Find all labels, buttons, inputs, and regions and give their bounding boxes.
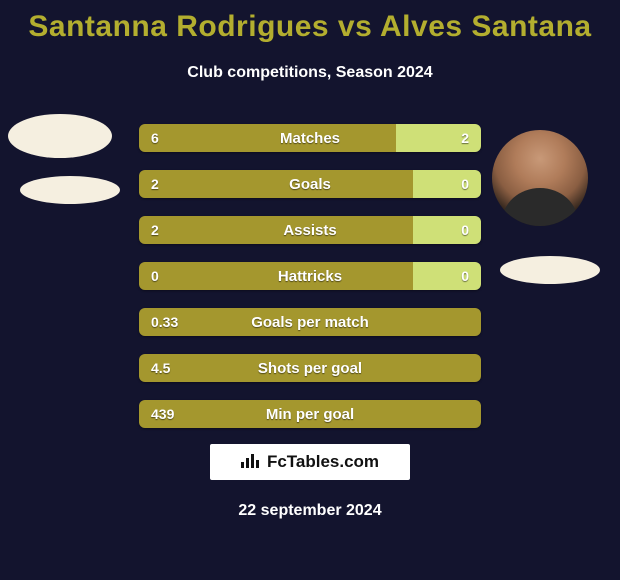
page-title: Santanna Rodrigues vs Alves Santana bbox=[0, 0, 620, 44]
stat-value-left: 4.5 bbox=[151, 354, 170, 382]
stat-row: Min per goal439 bbox=[139, 400, 481, 428]
player-right-team-ellipse bbox=[500, 256, 600, 284]
stat-value-right: 0 bbox=[461, 262, 469, 290]
stat-value-left: 439 bbox=[151, 400, 174, 428]
brand-text: FcTables.com bbox=[267, 452, 379, 472]
bar-chart-icon bbox=[241, 452, 261, 473]
stat-label: Min per goal bbox=[139, 400, 481, 428]
comparison-chart: Matches62Goals20Assists20Hattricks00Goal… bbox=[139, 124, 481, 446]
stat-row: Goals2 0 bbox=[139, 170, 481, 198]
stat-row: Matches6 2 bbox=[139, 124, 481, 152]
stat-value-left: 0 bbox=[151, 262, 159, 290]
stat-row: Hattricks0 0 bbox=[139, 262, 481, 290]
stat-value-left: 2 bbox=[151, 170, 159, 198]
stat-label: Matches bbox=[139, 124, 481, 152]
stat-label: Goals per match bbox=[139, 308, 481, 336]
stat-label: Assists bbox=[139, 216, 481, 244]
stat-label: Goals bbox=[139, 170, 481, 198]
player-left-team-ellipse bbox=[20, 176, 120, 204]
stat-row: Assists2 0 bbox=[139, 216, 481, 244]
stat-value-right: 0 bbox=[461, 216, 469, 244]
stat-value-right: 2 bbox=[461, 124, 469, 152]
stat-value-left: 0.33 bbox=[151, 308, 178, 336]
stat-value-left: 6 bbox=[151, 124, 159, 152]
stat-label: Hattricks bbox=[139, 262, 481, 290]
brand-badge: FcTables.com bbox=[210, 444, 410, 480]
stat-value-right: 0 bbox=[461, 170, 469, 198]
subtitle: Club competitions, Season 2024 bbox=[0, 64, 620, 82]
stat-row: Shots per goal4.5 bbox=[139, 354, 481, 382]
stat-label: Shots per goal bbox=[139, 354, 481, 382]
stat-value-left: 2 bbox=[151, 216, 159, 244]
stat-row: Goals per match0.33 bbox=[139, 308, 481, 336]
player-left-avatar-placeholder bbox=[8, 114, 112, 158]
player-right-avatar bbox=[492, 130, 588, 226]
date-text: 22 september 2024 bbox=[238, 502, 381, 520]
